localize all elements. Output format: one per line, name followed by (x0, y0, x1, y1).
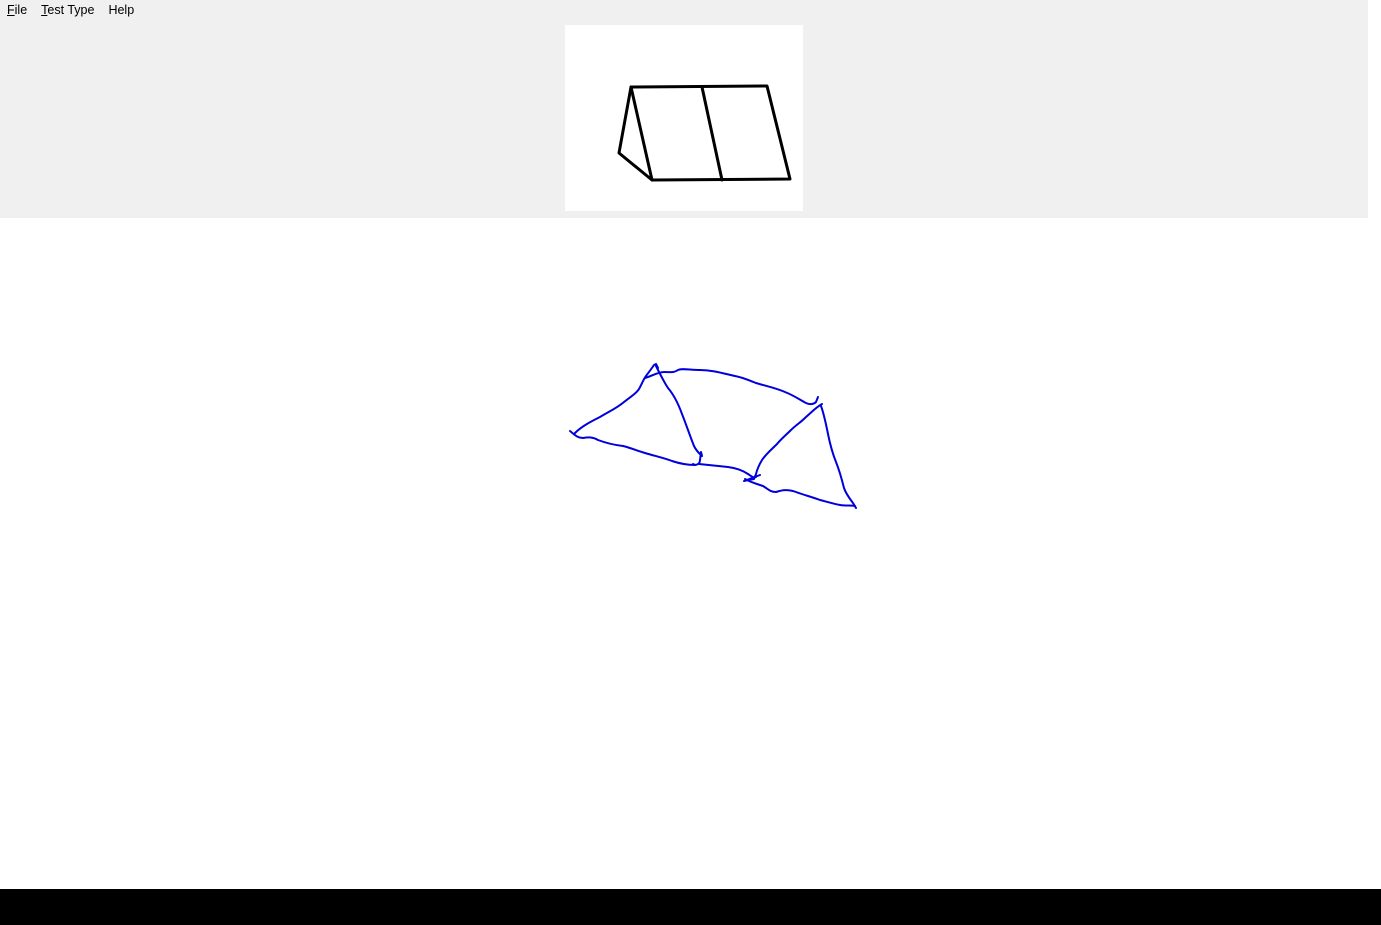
sketch-stroke-left-slope (574, 363, 659, 434)
menu-test-type[interactable]: Test Type (34, 0, 101, 20)
window-edge-strip (1368, 0, 1381, 889)
sketch-stroke-inner-edge (655, 365, 703, 466)
prism-side-triangle (617, 85, 654, 182)
menu-file-label: ile (14, 3, 28, 17)
menu-help-label: Help (108, 3, 135, 17)
reference-figure-panel (565, 25, 803, 211)
sketch-stroke-right-slope (743, 403, 823, 482)
sketch-stroke-right-edge (820, 405, 857, 509)
sketch-stroke-top-arc (644, 368, 819, 406)
triangular-prism-figure (617, 84, 792, 182)
prism-middle-edge (700, 85, 724, 182)
menu-test-type-mnemonic: T (41, 3, 48, 17)
prism-lines (617, 84, 792, 182)
menu-test-type-label: est Type (47, 3, 95, 17)
menu-bar: File Test Type Help (0, 0, 1368, 20)
sketch-stroke-middle-bottom (698, 463, 757, 479)
sketch-stroke-left-bottom (569, 430, 696, 466)
menu-file[interactable]: File (0, 0, 34, 20)
top-panel: File Test Type Help (0, 0, 1368, 218)
drawing-canvas[interactable] (0, 218, 1368, 889)
taskbar (0, 889, 1381, 925)
prism-front-face (629, 84, 792, 182)
menu-file-mnemonic: F (7, 3, 15, 17)
sketch-stroke-right-bottom (744, 478, 856, 507)
sketch-strokes (569, 363, 857, 509)
app-window: File Test Type Help (0, 0, 1368, 889)
user-sketch (569, 363, 857, 509)
menu-help[interactable]: Help (101, 0, 141, 20)
